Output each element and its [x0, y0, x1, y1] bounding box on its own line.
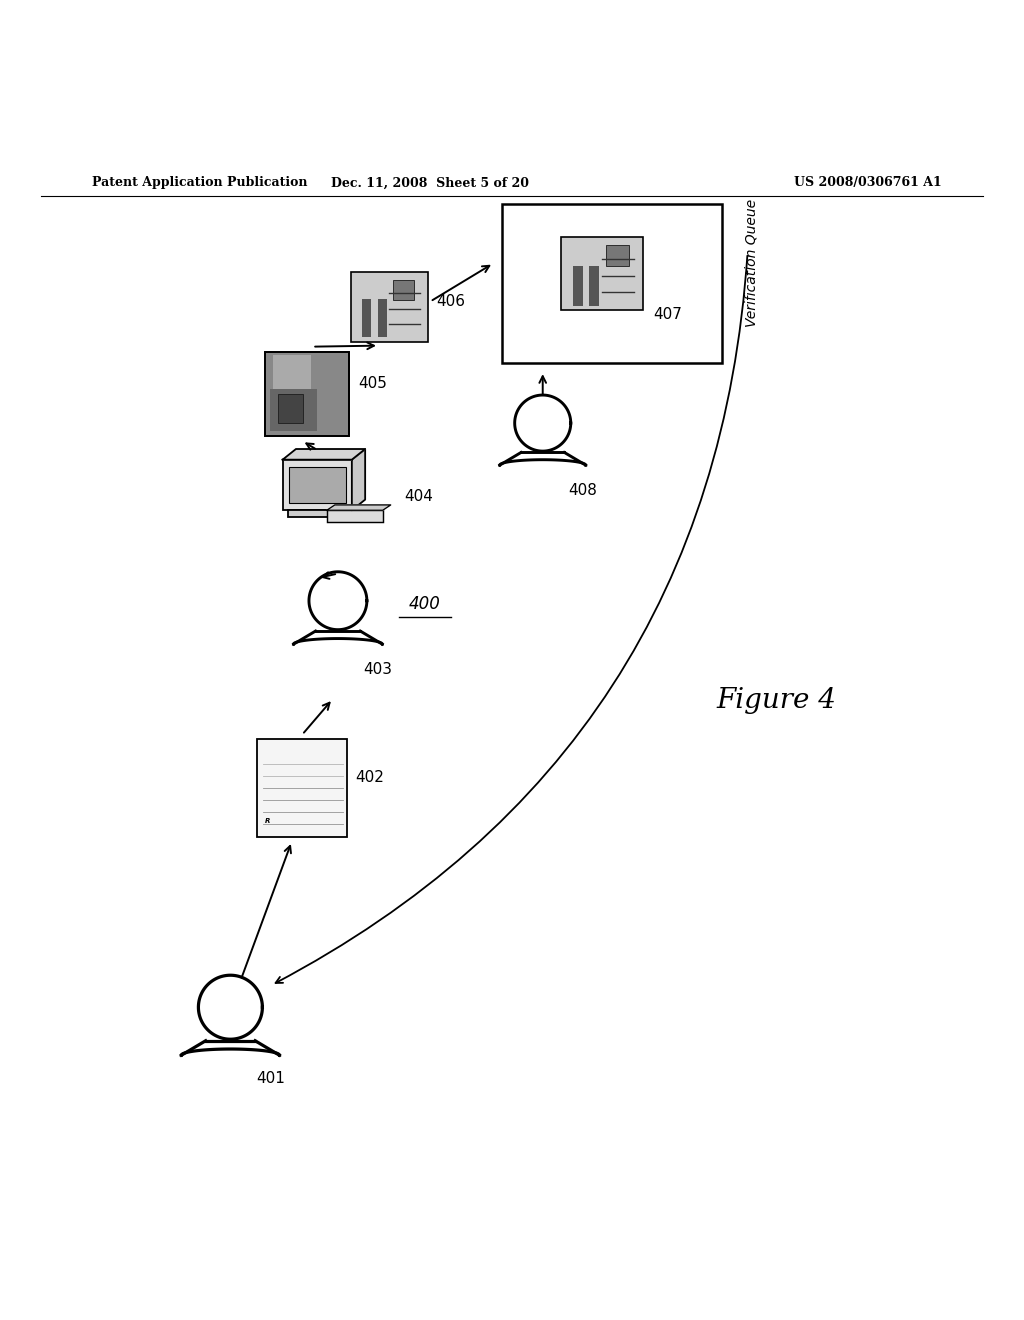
- Bar: [573, 265, 583, 306]
- Text: Patent Application Publication: Patent Application Publication: [92, 177, 307, 189]
- Bar: [265, 351, 349, 436]
- Polygon shape: [327, 506, 391, 511]
- Bar: [265, 351, 349, 436]
- Bar: [270, 388, 316, 430]
- Bar: [350, 272, 428, 342]
- Polygon shape: [352, 449, 366, 511]
- Text: 403: 403: [364, 663, 392, 677]
- Bar: [283, 459, 352, 511]
- Text: R: R: [265, 818, 270, 825]
- FancyArrowPatch shape: [275, 256, 748, 983]
- Bar: [393, 280, 415, 300]
- Bar: [327, 511, 383, 521]
- Bar: [378, 300, 387, 338]
- Bar: [288, 511, 346, 516]
- Text: 406: 406: [436, 294, 465, 309]
- Bar: [590, 265, 599, 306]
- Text: 405: 405: [358, 376, 387, 391]
- Bar: [362, 300, 372, 338]
- Bar: [606, 246, 629, 267]
- Bar: [561, 236, 643, 310]
- Text: US 2008/0306761 A1: US 2008/0306761 A1: [795, 177, 942, 189]
- Text: Dec. 11, 2008  Sheet 5 of 20: Dec. 11, 2008 Sheet 5 of 20: [331, 177, 529, 189]
- Text: 404: 404: [404, 488, 433, 504]
- Text: Verification Queue: Verification Queue: [744, 199, 759, 327]
- Bar: [278, 395, 303, 424]
- Bar: [289, 467, 346, 503]
- Text: 402: 402: [355, 771, 384, 785]
- Text: Figure 4: Figure 4: [717, 688, 837, 714]
- Text: 407: 407: [653, 306, 682, 322]
- Bar: [273, 355, 311, 388]
- Text: 400: 400: [409, 595, 441, 612]
- Bar: [502, 205, 722, 363]
- Text: 408: 408: [568, 483, 597, 498]
- Text: 401: 401: [256, 1072, 285, 1086]
- Polygon shape: [283, 449, 366, 459]
- Bar: [257, 739, 347, 837]
